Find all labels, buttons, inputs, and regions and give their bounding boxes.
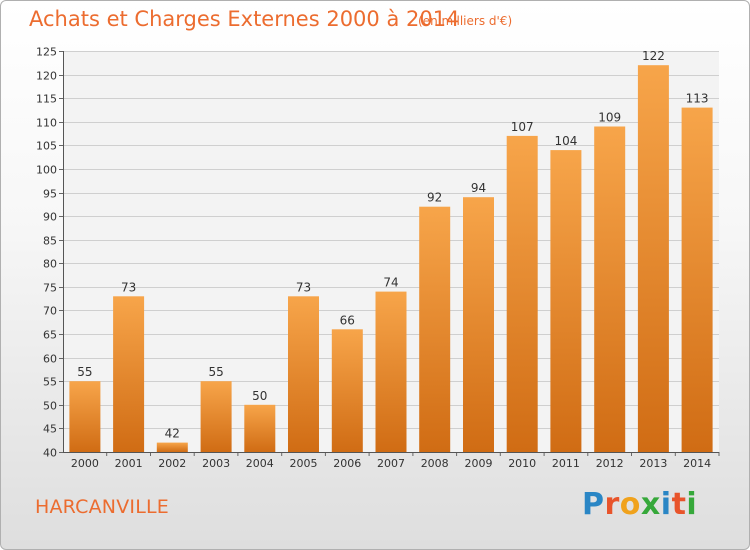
bar-2011 [550,150,582,452]
bar-2012 [594,126,626,452]
data-label: 42 [165,427,180,441]
y-tick-label: 95 [43,188,57,201]
chart-title: Achats et Charges Externes 2000 à 2014 [29,7,460,31]
x-tick-label: 2007 [377,457,405,470]
x-tick-label: 2009 [465,457,493,470]
data-label: 66 [340,313,355,327]
y-tick-label: 50 [43,400,57,413]
data-label: 104 [554,134,577,148]
bar-2008 [419,206,451,452]
data-label: 107 [511,120,534,134]
data-label: 55 [208,365,223,379]
bar-2013 [637,65,669,452]
y-tick-label: 100 [36,164,57,177]
x-tick-label: 2006 [333,457,361,470]
bars [69,65,713,452]
y-tick-label: 115 [36,93,57,106]
x-tick-label: 2008 [421,457,449,470]
bar-2004 [244,404,276,452]
bar-2002 [156,442,188,452]
city-name: HARCANVILLE [35,496,169,518]
logo-letter: P [582,487,605,522]
chart-subtitle: (en milliers d'€) [418,14,513,28]
y-tick-label: 65 [43,329,57,342]
x-tick-label: 2004 [246,457,274,470]
y-tick-label: 125 [36,46,57,59]
logo-letter: i [686,487,698,522]
bar-2005 [288,296,319,452]
bar-2001 [113,296,145,452]
logo-letter: x [640,487,661,522]
bar-2000 [69,381,101,452]
y-tick-label: 60 [43,353,57,366]
data-label: 94 [471,181,486,195]
data-label: 73 [296,280,311,294]
logo-letter: t [671,487,687,522]
axes [59,51,720,456]
data-label: 74 [383,276,398,290]
bar-2006 [331,329,363,452]
y-tick-label: 110 [36,117,57,130]
y-tick-label: 120 [36,70,57,83]
logo-letter: o [619,487,641,522]
x-tick-label: 2014 [683,457,711,470]
y-tick-label: 45 [43,423,57,436]
y-tick-label: 80 [43,258,57,271]
data-label: 122 [642,49,665,63]
bar-2003 [200,381,232,452]
x-tick-label: 2011 [552,457,580,470]
data-label: 73 [121,280,136,294]
logo-letter: i [660,487,672,522]
data-label: 109 [598,111,621,125]
y-tick-label: 55 [43,376,57,389]
y-tick-label: 105 [36,140,57,153]
labels: 40 45 50 55 60 65 70 75 80 85 90 95 100 105 110 115 120 1… [36,46,711,471]
bar-2007 [375,291,407,452]
x-tick-label: 2000 [71,457,99,470]
y-tick-label: 75 [43,282,57,295]
bar-2014 [681,107,713,452]
data-label: 50 [252,389,267,403]
y-tick-label: 40 [43,447,57,460]
bar-2009 [463,197,494,452]
data-label: 92 [427,191,442,205]
proxiti-logo[interactable]: Proxiti [582,487,697,522]
x-tick-label: 2005 [290,457,318,470]
x-tick-label: 2012 [596,457,624,470]
x-tick-label: 2003 [202,457,230,470]
x-tick-label: 2001 [115,457,143,470]
x-tick-label: 2013 [639,457,667,470]
data-label: 113 [686,92,709,106]
logo-letter: r [604,487,620,522]
x-tick-label: 2010 [508,457,536,470]
y-tick-label: 85 [43,235,57,248]
x-tick-label: 2002 [158,457,186,470]
y-tick-label: 70 [43,305,57,318]
y-tick-label: 90 [43,211,57,224]
data-label: 55 [77,365,92,379]
bar-2010 [506,135,538,452]
